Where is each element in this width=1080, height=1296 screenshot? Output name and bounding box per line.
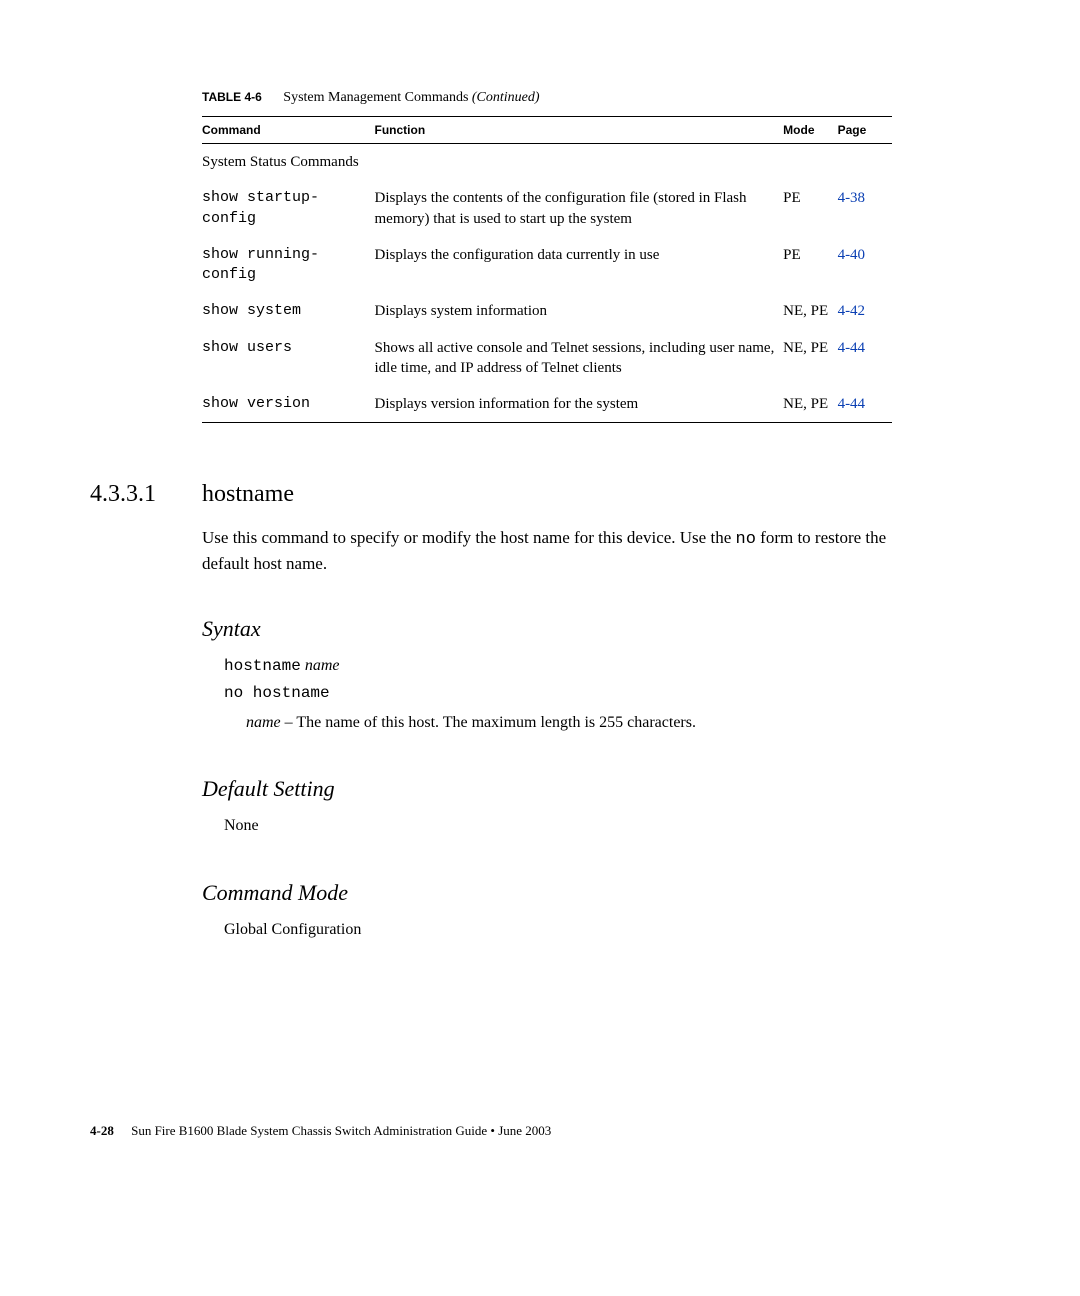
cell-command: show running-config	[202, 237, 375, 294]
table-section-row: System Status Commands	[202, 144, 892, 181]
page-link[interactable]: 4-44	[838, 340, 866, 356]
table-row: show system Displays system information …	[202, 293, 892, 329]
page-link[interactable]: 4-42	[838, 303, 866, 319]
cell-page: 4-42	[838, 293, 892, 329]
cell-function: Displays system information	[375, 293, 784, 329]
cell-command: show users	[202, 330, 375, 387]
page-link[interactable]: 4-44	[838, 396, 866, 412]
cell-mode: NE, PE	[783, 293, 837, 329]
cell-mode: PE	[783, 180, 837, 237]
cell-page: 4-44	[838, 330, 892, 387]
footer-page-number: 4-28	[90, 1123, 114, 1138]
syntax-desc-text: – The name of this host. The maximum len…	[281, 714, 696, 731]
cell-mode: NE, PE	[783, 386, 837, 423]
table-caption: TABLE 4-6 System Management Commands (Co…	[202, 90, 990, 106]
intro-mono: no	[736, 530, 756, 549]
cell-page: 4-38	[838, 180, 892, 237]
default-setting-heading: Default Setting	[202, 776, 990, 802]
commands-table: Command Function Mode Page System Status…	[202, 116, 892, 423]
table-header-mode: Mode	[783, 117, 837, 144]
table-label: TABLE 4-6	[202, 90, 262, 104]
table-row: show running-config Displays the configu…	[202, 237, 892, 294]
table-caption-text: System Management Commands	[283, 90, 472, 105]
table-row: show users Shows all active console and …	[202, 330, 892, 387]
document-page: TABLE 4-6 System Management Commands (Co…	[0, 0, 1080, 1179]
cell-mode: NE, PE	[783, 330, 837, 387]
cell-command: show version	[202, 386, 375, 423]
table-row: show version Displays version informatio…	[202, 386, 892, 423]
section-number: 4.3.3.1	[90, 481, 202, 508]
command-mode-heading: Command Mode	[202, 880, 990, 906]
cell-page: 4-40	[838, 237, 892, 294]
cell-function: Displays the contents of the configurati…	[375, 180, 784, 237]
table-caption-continued: (Continued)	[472, 90, 540, 105]
section-heading: 4.3.3.1 hostname	[90, 481, 990, 508]
page-link[interactable]: 4-40	[838, 247, 866, 263]
cell-page: 4-44	[838, 386, 892, 423]
syntax-line-1: hostname name	[224, 652, 990, 680]
table-section-label: System Status Commands	[202, 144, 892, 181]
command-mode-value: Global Configuration	[224, 916, 990, 943]
syntax-cmd: hostname	[224, 657, 301, 675]
table-row: show startup-config Displays the content…	[202, 180, 892, 237]
cell-mode: PE	[783, 237, 837, 294]
syntax-desc: name – The name of this host. The maximu…	[246, 709, 990, 736]
table-header-function: Function	[375, 117, 784, 144]
cell-function: Displays version information for the sys…	[375, 386, 784, 423]
cell-function: Displays the configuration data currentl…	[375, 237, 784, 294]
table-header-command: Command	[202, 117, 375, 144]
syntax-desc-arg: name	[246, 714, 281, 731]
syntax-heading: Syntax	[202, 616, 990, 642]
section-intro: Use this command to specify or modify th…	[202, 526, 892, 576]
page-link[interactable]: 4-38	[838, 190, 866, 206]
syntax-line-2: no hostname	[224, 680, 990, 707]
section-title: hostname	[202, 481, 294, 508]
table-header-page: Page	[838, 117, 892, 144]
default-setting-value: None	[224, 812, 990, 839]
cell-command: show system	[202, 293, 375, 329]
footer-title: Sun Fire B1600 Blade System Chassis Swit…	[131, 1123, 551, 1138]
cell-command: show startup-config	[202, 180, 375, 237]
syntax-arg: name	[305, 657, 340, 674]
intro-pre: Use this command to specify or modify th…	[202, 528, 736, 547]
page-footer: 4-28 Sun Fire B1600 Blade System Chassis…	[90, 1123, 990, 1139]
cell-function: Shows all active console and Telnet sess…	[375, 330, 784, 387]
